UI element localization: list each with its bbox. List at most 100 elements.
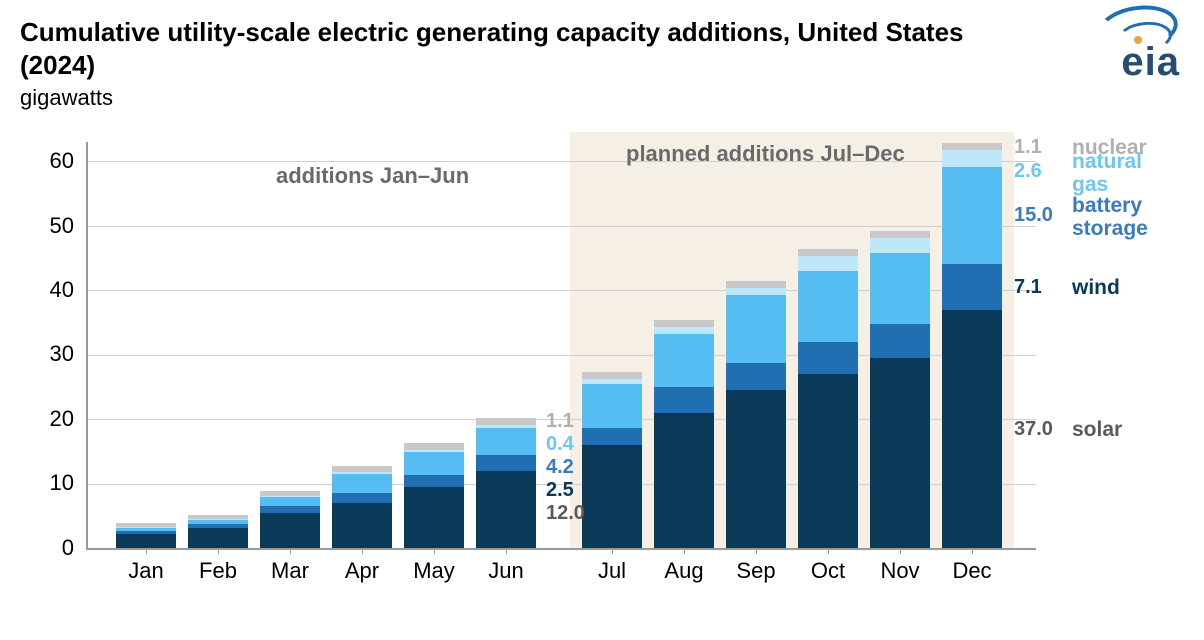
y-tick-label: 0 <box>34 535 74 561</box>
bar-segment-nuclear <box>476 418 536 425</box>
bar-segment-nuclear <box>188 515 248 520</box>
bar-stack <box>332 142 392 548</box>
bar-segment-wind <box>404 475 464 488</box>
bar-segment-wind <box>260 506 320 512</box>
chart-subtitle: gigawatts <box>20 85 113 111</box>
eia-logo: eia <box>1074 12 1184 88</box>
legend-label-solar: solar <box>1072 418 1122 441</box>
bar-segment-solar <box>870 358 930 548</box>
bar-stack <box>726 142 786 548</box>
bar-segment-wind <box>582 428 642 445</box>
value-label-solar: 37.0 <box>1014 418 1053 441</box>
bar-segment-wind <box>798 342 858 374</box>
bar-segment-gas <box>870 238 930 253</box>
bar-stack <box>188 142 248 548</box>
bar-segment-gas <box>260 496 320 497</box>
bar-segment-battery <box>582 384 642 427</box>
bar-stack <box>798 142 858 548</box>
bar-segment-solar <box>942 310 1002 548</box>
bar-segment-gas <box>188 519 248 520</box>
bar-segment-nuclear <box>942 143 1002 150</box>
x-tick <box>828 548 829 554</box>
x-tick-label: Feb <box>178 558 258 584</box>
bar-segment-solar <box>188 528 248 548</box>
bar-segment-gas <box>404 450 464 452</box>
y-tick-label: 50 <box>34 213 74 239</box>
bar-segment-gas <box>654 327 714 334</box>
eia-logo-text: eia <box>1121 40 1180 85</box>
bar-segment-battery <box>654 334 714 387</box>
legend-label-battery: batterystorage <box>1072 194 1148 240</box>
bar-segment-solar <box>654 413 714 548</box>
bar-segment-wind <box>654 387 714 413</box>
bar-segment-wind <box>332 493 392 503</box>
bar-segment-wind <box>870 324 930 358</box>
x-tick-label: Jul <box>572 558 652 584</box>
bar-stack <box>404 142 464 548</box>
bar-stack <box>654 142 714 548</box>
x-tick <box>756 548 757 554</box>
value-label-gas: 0.4 <box>546 433 574 456</box>
bar-segment-gas <box>332 472 392 474</box>
bar-stack <box>870 142 930 548</box>
x-axis <box>86 548 1036 550</box>
bar-segment-nuclear <box>870 231 930 238</box>
x-tick-label: Aug <box>644 558 724 584</box>
bar-segment-nuclear <box>404 443 464 450</box>
bar-segment-wind <box>726 363 786 390</box>
x-tick-label: Dec <box>932 558 1012 584</box>
x-tick-label: Jan <box>106 558 186 584</box>
bar-segment-wind <box>116 531 176 534</box>
y-tick-label: 10 <box>34 470 74 496</box>
bar-segment-gas <box>582 379 642 384</box>
y-tick-label: 20 <box>34 406 74 432</box>
bar-segment-solar <box>404 487 464 548</box>
x-tick <box>972 548 973 554</box>
x-tick <box>146 548 147 554</box>
y-axis <box>86 142 88 548</box>
x-tick <box>612 548 613 554</box>
bar-segment-gas <box>116 527 176 528</box>
x-tick-label: Sep <box>716 558 796 584</box>
value-label-nuclear: 1.1 <box>546 410 574 433</box>
value-label-nuclear: 1.1 <box>1014 136 1042 159</box>
y-tick-label: 30 <box>34 341 74 367</box>
x-tick-label: Apr <box>322 558 402 584</box>
value-label-wind: 2.5 <box>546 479 574 502</box>
bar-segment-battery <box>404 452 464 475</box>
y-tick-label: 40 <box>34 277 74 303</box>
bar-segment-nuclear <box>582 372 642 379</box>
x-tick-label: Nov <box>860 558 940 584</box>
bar-segment-wind <box>476 455 536 471</box>
bar-segment-solar <box>582 445 642 548</box>
bar-segment-solar <box>476 471 536 548</box>
bar-segment-nuclear <box>332 466 392 472</box>
annotation: planned additions Jul–Dec <box>626 141 905 167</box>
bar-stack <box>476 142 536 548</box>
bar-segment-nuclear <box>798 249 858 256</box>
annotation: additions Jan–Jun <box>276 163 469 189</box>
bar-stack <box>260 142 320 548</box>
x-tick <box>434 548 435 554</box>
bar-segment-battery <box>260 497 320 506</box>
bar-stack <box>582 142 642 548</box>
bar-segment-gas <box>942 150 1002 167</box>
x-tick-label: Jun <box>466 558 546 584</box>
bar-segment-battery <box>798 271 858 342</box>
bar-segment-battery <box>188 520 248 524</box>
bar-segment-gas <box>726 288 786 295</box>
plot-area: 0102030405060JanFebMarAprMayJunJulAugSep… <box>86 142 1036 548</box>
value-label-gas: 2.6 <box>1014 160 1042 183</box>
bar-segment-wind <box>942 264 1002 310</box>
y-tick-label: 60 <box>34 148 74 174</box>
legend-label-gas: naturalgas <box>1072 150 1142 196</box>
x-tick <box>362 548 363 554</box>
x-tick <box>218 548 219 554</box>
bar-segment-battery <box>942 167 1002 264</box>
x-tick-label: Oct <box>788 558 868 584</box>
bar-segment-nuclear <box>654 320 714 327</box>
bar-segment-battery <box>726 295 786 363</box>
bar-segment-nuclear <box>116 523 176 528</box>
value-label-battery: 15.0 <box>1014 204 1053 227</box>
x-tick <box>506 548 507 554</box>
